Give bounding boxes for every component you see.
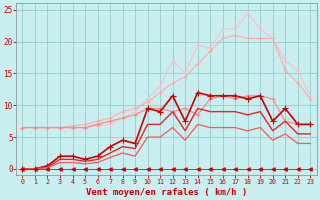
X-axis label: Vent moyen/en rafales ( km/h ): Vent moyen/en rafales ( km/h ) [86, 188, 247, 197]
